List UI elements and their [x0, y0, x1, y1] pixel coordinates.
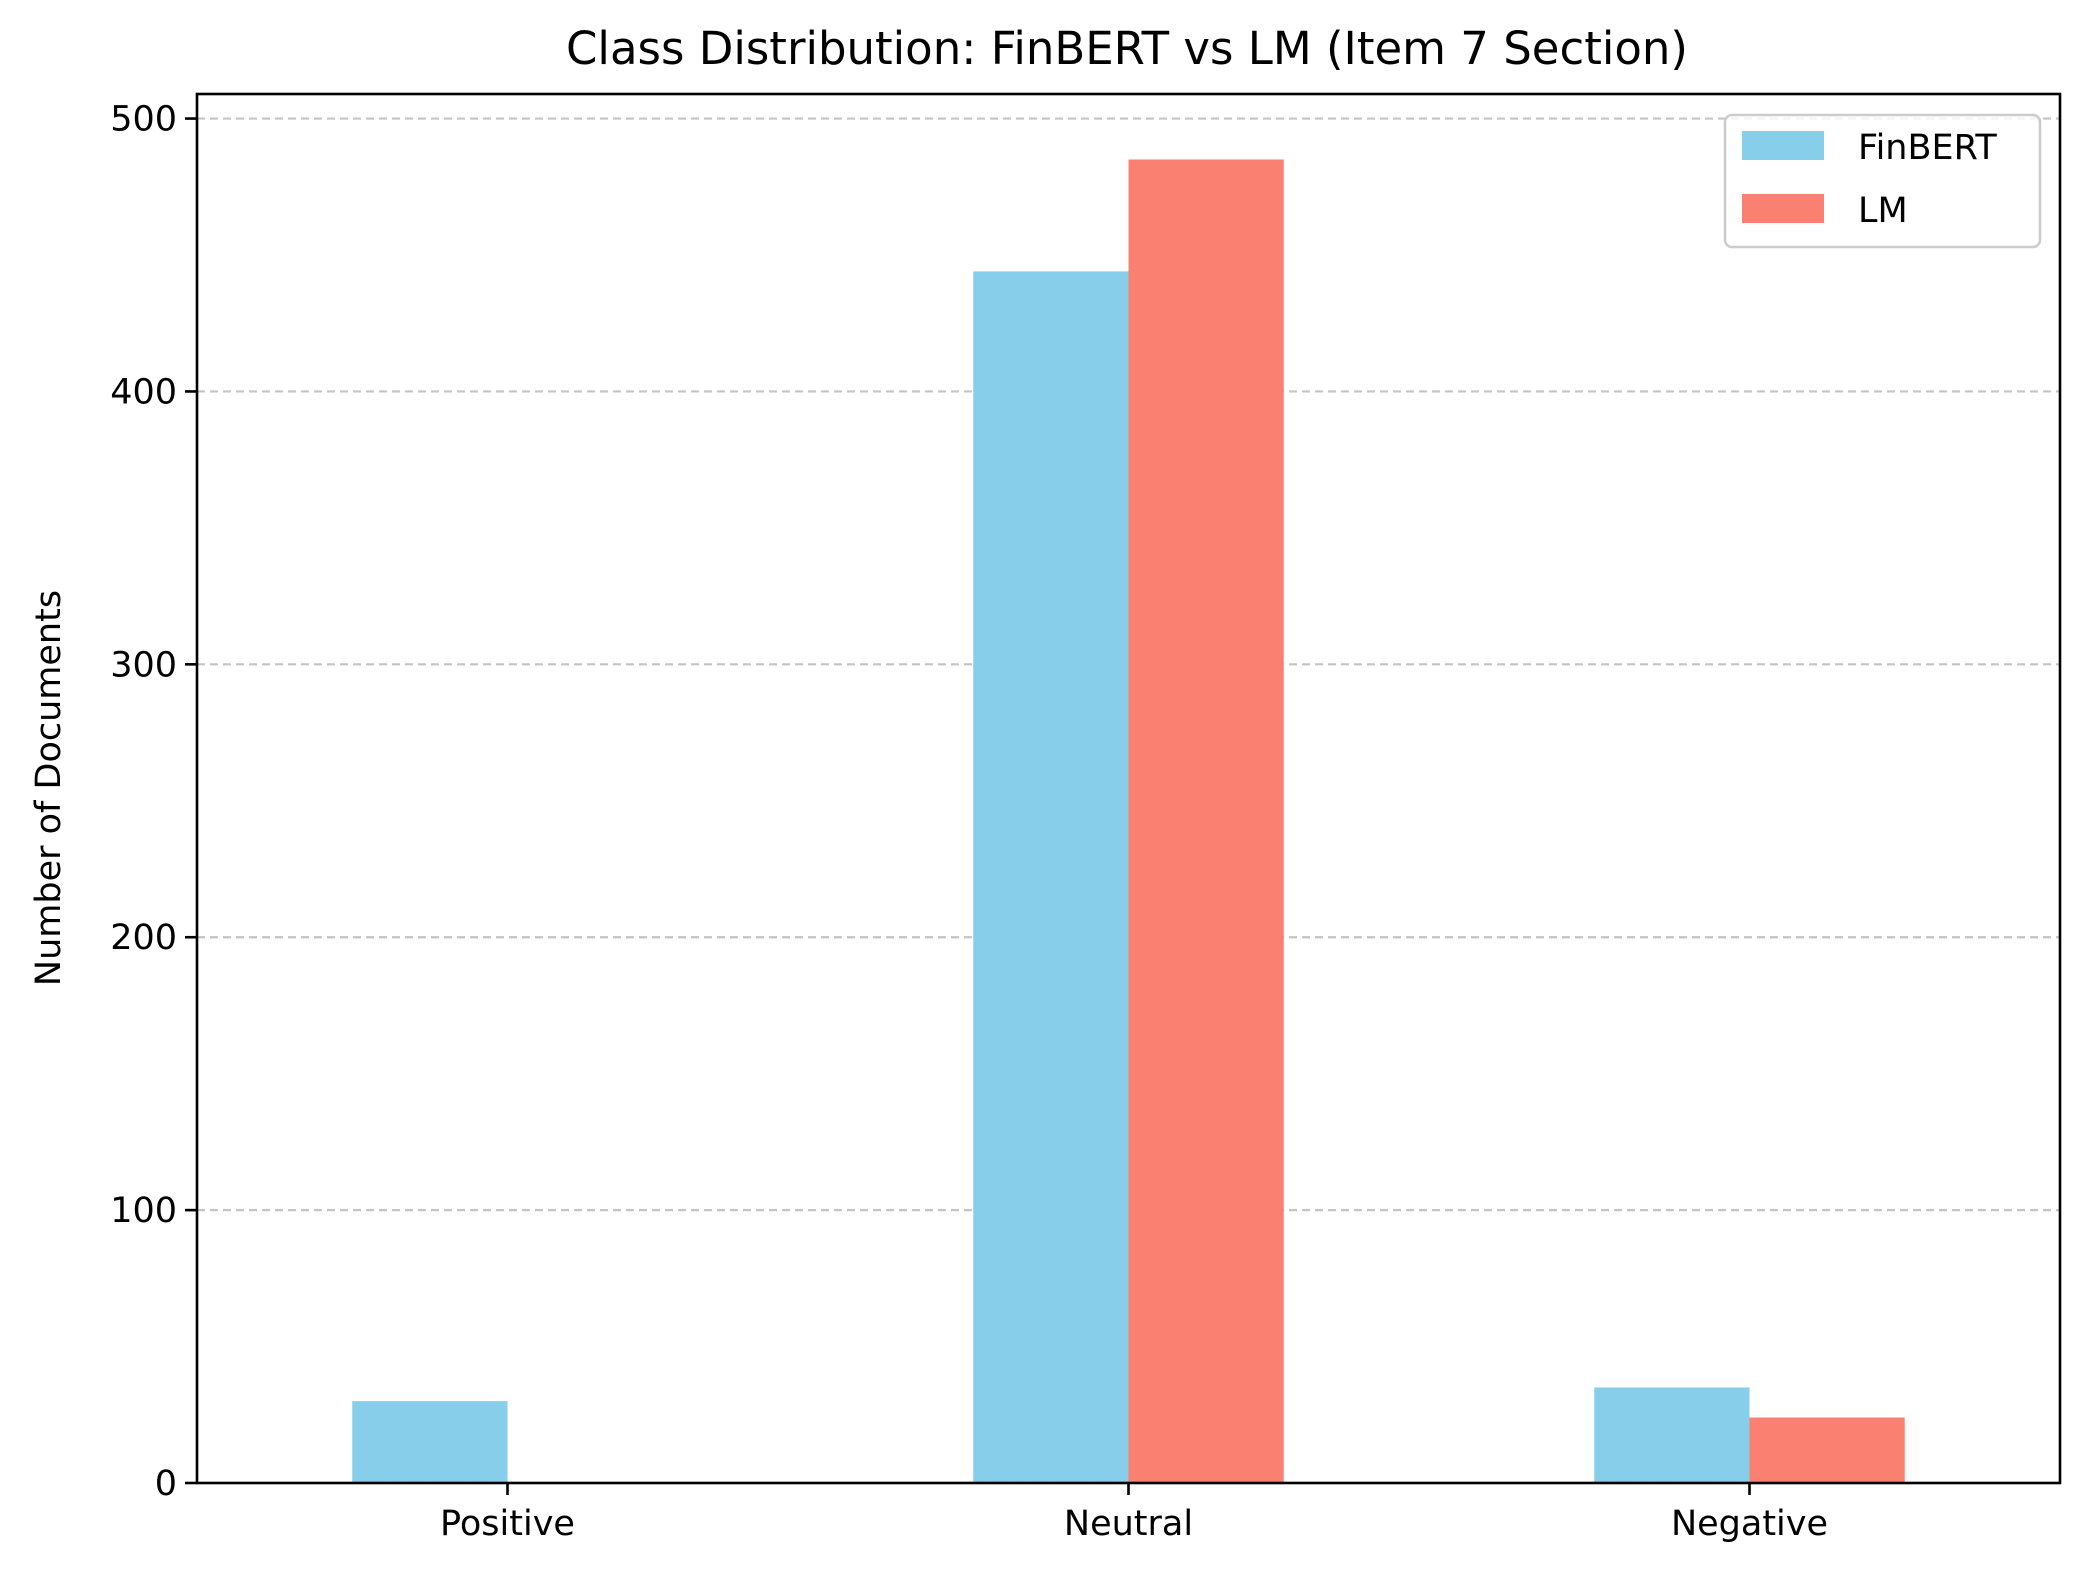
bar-lm-negative [1749, 1417, 1905, 1483]
x-tick-label-neutral: Neutral [1064, 1504, 1193, 1544]
bar-lm-neutral [1128, 159, 1284, 1483]
x-axis: Positive Neutral Negative [440, 1483, 1828, 1544]
y-tick-label-500: 500 [110, 100, 177, 140]
y-tick-label-100: 100 [110, 1191, 177, 1231]
y-axis-label: Number of Documents [29, 590, 69, 986]
x-tick-label-negative: Negative [1671, 1504, 1828, 1544]
bar-finbert-neutral [973, 271, 1129, 1483]
bar-finbert-negative [1594, 1387, 1750, 1483]
bar-finbert-positive [352, 1401, 508, 1483]
legend-swatch-lm [1742, 194, 1824, 223]
y-axis: 0 100 200 300 400 500 [110, 100, 197, 1504]
y-tick-label-0: 0 [155, 1464, 177, 1504]
y-tick-label-300: 300 [110, 645, 177, 685]
legend-swatch-finbert [1742, 131, 1824, 160]
legend: FinBERT LM [1723, 113, 2042, 249]
legend-label-finbert: FinBERT [1858, 128, 1997, 168]
legend-label-lm: LM [1858, 191, 1908, 231]
y-tick-label-400: 400 [110, 372, 177, 412]
bars [352, 159, 1905, 1483]
y-tick-label-200: 200 [110, 918, 177, 958]
chart-title: Class Distribution: FinBERT vs LM (Item … [566, 22, 1688, 75]
x-tick-label-positive: Positive [440, 1504, 575, 1544]
